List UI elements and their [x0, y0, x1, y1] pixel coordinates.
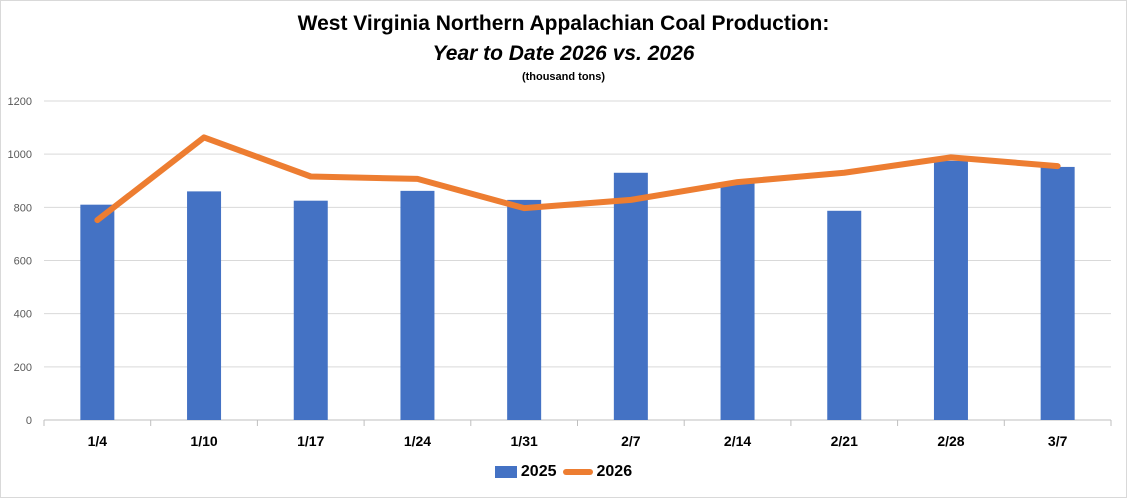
y-tick-label: 1200 [8, 96, 32, 108]
bar-2025 [80, 204, 115, 420]
chart-subtitle: Year to Date 2026 vs. 2026 [432, 42, 695, 65]
x-tick-label: 3/7 [1048, 433, 1068, 449]
x-tick-label: 1/24 [404, 433, 431, 449]
bar-2025 [293, 200, 328, 420]
legend-swatch-line [562, 469, 593, 475]
x-tick-label: 2/14 [724, 433, 751, 449]
line-2026 [94, 134, 1061, 224]
bar-2025 [613, 172, 648, 420]
x-tick-label: 2/28 [937, 433, 964, 449]
x-tick-label: 2/21 [831, 433, 858, 449]
y-tick-label: 600 [14, 256, 32, 268]
bar-2025 [1040, 166, 1075, 420]
y-tick-label: 800 [14, 202, 32, 214]
legend-item-2025: 2025 [494, 463, 557, 481]
chart-units: (thousand tons) [521, 71, 606, 83]
chart-title: West Virginia Northern Appalachian Coal … [297, 12, 830, 35]
chart-legend: 2025 2026 [0, 463, 1127, 481]
y-tick-label: 1000 [8, 149, 32, 161]
x-tick-label: 1/10 [190, 433, 217, 449]
y-tick-label: 0 [26, 415, 32, 427]
bar-2025 [720, 182, 755, 420]
legend-item-2026: 2026 [562, 463, 633, 481]
x-tick-label: 1/17 [297, 433, 324, 449]
bar-2025 [827, 210, 862, 420]
x-tick-label: 1/31 [511, 433, 538, 449]
legend-label-2026: 2026 [596, 463, 633, 480]
y-tick-label: 200 [14, 362, 32, 374]
y-tick-label: 400 [14, 309, 32, 321]
bar-2025 [507, 199, 542, 420]
bar-2025 [400, 190, 435, 420]
legend-swatch-bar [494, 466, 517, 478]
x-tick-label: 2/7 [621, 433, 641, 449]
bar-2025 [933, 160, 968, 420]
bar-2025 [187, 191, 222, 420]
legend-label-2025: 2025 [520, 463, 557, 480]
x-tick-label: 1/4 [88, 433, 108, 449]
